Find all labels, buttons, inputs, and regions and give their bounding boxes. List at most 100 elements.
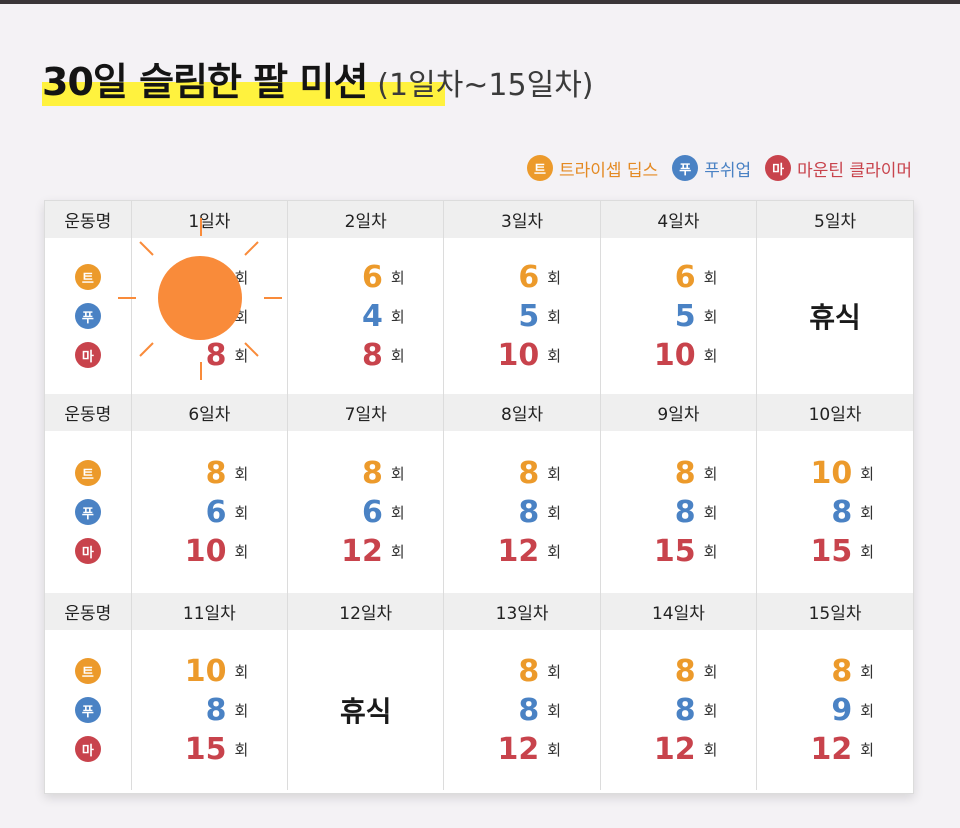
day-label: 12일차 xyxy=(287,593,445,630)
day-cell: 휴식 xyxy=(287,630,445,790)
rep-count: 5 xyxy=(518,298,540,334)
rep-unit: 회 xyxy=(234,268,249,287)
rep-entry: 10 회 xyxy=(811,456,875,491)
day-cell: 6 회 5 회 10 회 xyxy=(600,238,758,394)
triceps-badge-icon: 트 xyxy=(74,658,101,684)
rep-count: 8 xyxy=(518,653,540,689)
rep-unit: 회 xyxy=(234,464,249,483)
legend-label: 트라이셉 딥스 xyxy=(558,160,659,181)
rep-unit: 회 xyxy=(703,307,718,326)
reps-row: 트 푸 마 8 회 6 회 10 회 8 회 6 회 12 회 8 회 8 회 12 회 8 회 8 회 15 회 10 회 8 회 15 회 xyxy=(45,431,913,593)
rep-count: 12 xyxy=(497,533,540,569)
rep-unit: 회 xyxy=(234,503,249,522)
reps-row: 트 푸 마 10 회 8 회 15 회 휴식 8 회 8 회 12 회 8 회 8 회 12 회 8 회 9 회 12 회 xyxy=(45,630,913,790)
day-cell: 10 회 8 회 15 회 xyxy=(757,431,913,593)
rep-unit: 회 xyxy=(860,740,875,759)
rep-entry: 12 회 xyxy=(811,732,875,767)
rep-entry: 15 회 xyxy=(654,534,718,569)
rep-entry: 12 회 xyxy=(498,534,562,569)
rep-unit: 회 xyxy=(703,346,718,365)
pushup-badge-icon: 푸 xyxy=(74,697,101,723)
rep-unit: 회 xyxy=(547,503,562,522)
rest-label: 휴식 xyxy=(339,695,392,728)
page-title: 30일 슬림한 팔 미션 (1일차~15일차) xyxy=(42,52,594,112)
rep-unit: 회 xyxy=(390,464,405,483)
rep-count: 10 xyxy=(184,533,227,569)
rep-unit: 회 xyxy=(703,464,718,483)
pushup-badge-icon: 푸 xyxy=(74,303,101,329)
rep-unit: 회 xyxy=(860,464,875,483)
day-cell: 휴식 xyxy=(757,238,913,394)
legend-label: 푸쉬업 xyxy=(704,160,752,181)
rep-unit: 회 xyxy=(703,542,718,561)
rep-entry: 10 회 xyxy=(185,654,249,689)
rep-unit: 회 xyxy=(703,503,718,522)
triceps-badge-icon: 트 xyxy=(74,264,101,290)
rep-entry: 15 회 xyxy=(811,534,875,569)
rep-unit: 회 xyxy=(547,268,562,287)
legend-item-mountain: 마 마운틴 클라이머 xyxy=(765,155,912,181)
title-sub: (1일차~15일차) xyxy=(377,68,594,103)
reps-row: 트 푸 마 6 회 4 회 8 회 6 회 4 회 8 회 6 회 5 회 10 회 6 회 5 회 10 회 휴식 xyxy=(45,238,913,394)
rep-count: 10 xyxy=(184,653,227,689)
day-label: 3일차 xyxy=(443,201,601,238)
rep-unit: 회 xyxy=(234,701,249,720)
rep-count: 15 xyxy=(184,731,227,767)
day-label: 6일차 xyxy=(131,394,289,431)
rep-count: 8 xyxy=(518,455,540,491)
mountain-badge-icon: 마 xyxy=(74,538,101,564)
rep-unit: 회 xyxy=(860,701,875,720)
rep-unit: 회 xyxy=(547,346,562,365)
day-cell: 8 회 8 회 12 회 xyxy=(443,431,601,593)
day-label: 10일차 xyxy=(756,394,913,431)
pushup-badge-icon: 푸 xyxy=(672,155,699,181)
rep-entry: 15 회 xyxy=(185,732,249,767)
rep-count: 8 xyxy=(518,494,540,530)
rep-entry: 10 회 xyxy=(498,338,562,373)
exercise-header: 운동명 xyxy=(45,394,132,431)
rep-count: 15 xyxy=(810,533,853,569)
triceps-badge-icon: 트 xyxy=(526,155,553,181)
legend-item-pushup: 푸 푸쉬업 xyxy=(672,155,751,181)
rep-unit: 회 xyxy=(390,307,405,326)
rep-unit: 회 xyxy=(390,542,405,561)
legend: 트 트라이셉 딥스 푸 푸쉬업 마 마운틴 클라이머 xyxy=(526,155,912,181)
rep-unit: 회 xyxy=(390,268,405,287)
rep-count: 8 xyxy=(205,692,227,728)
rest-label: 휴식 xyxy=(809,301,861,334)
rep-count: 10 xyxy=(653,337,696,373)
title-main: 30일 슬림한 팔 미션 xyxy=(42,60,368,104)
rep-count: 8 xyxy=(205,337,227,373)
rep-count: 6 xyxy=(205,259,227,295)
rep-entry: 12 회 xyxy=(498,732,562,767)
rep-unit: 회 xyxy=(547,662,562,681)
rep-unit: 회 xyxy=(390,346,405,365)
rep-count: 6 xyxy=(674,259,696,295)
rep-entry: 12 회 xyxy=(654,732,718,767)
top-bar xyxy=(0,0,960,4)
rep-count: 8 xyxy=(831,494,853,530)
mountain-badge-icon: 마 xyxy=(74,342,101,368)
rep-unit: 회 xyxy=(547,307,562,326)
rep-unit: 회 xyxy=(703,268,718,287)
